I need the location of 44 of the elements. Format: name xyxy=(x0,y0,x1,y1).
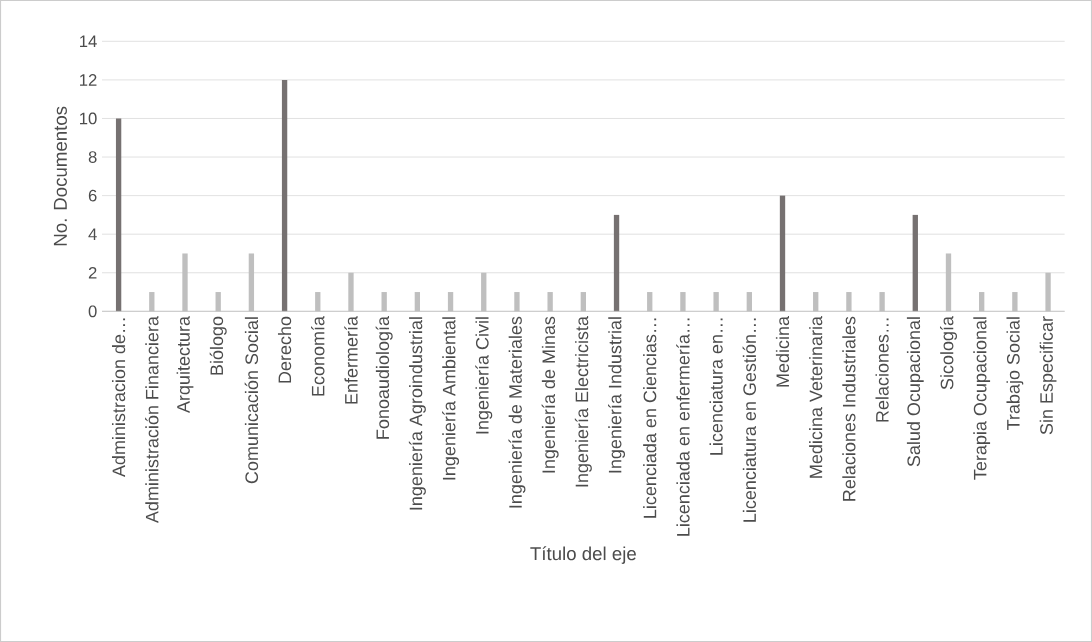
x-tick-label: Terapia Ocupacional xyxy=(973,317,991,480)
x-tick-label: Biólogo xyxy=(209,316,227,375)
x-tick-label: Medicina Veterinaria xyxy=(809,316,823,478)
y-tick-label: 10 xyxy=(80,112,97,125)
x-tick-label: Ingeniería Ambiental xyxy=(442,317,460,480)
y-tick-label: 2 xyxy=(88,266,97,279)
x-tick-label: Salud Ocupacional xyxy=(906,317,924,467)
x-tick-label: Ingeniería Agroindustrial xyxy=(408,317,426,510)
y-tick-label: 6 xyxy=(88,189,97,202)
x-tick-label: Ingeniería Civil xyxy=(475,317,493,434)
x-tick-label: Sicología xyxy=(939,316,957,390)
bar xyxy=(281,79,288,312)
y-tick-label: 14 xyxy=(80,35,97,48)
bar xyxy=(613,214,620,312)
x-tick-label: Licenciada en Ciencias… xyxy=(643,318,657,518)
x-tick-label: Economía xyxy=(311,316,325,396)
x-tick-label: Ingeniería Electricista xyxy=(574,316,592,487)
x-tick-label: Enfermería xyxy=(344,316,358,404)
x-tick-label: Ingeniería de Materiales xyxy=(508,316,526,508)
x-tick-label: Licenciada en enfermería… xyxy=(676,318,690,536)
x-tick-label: Licenciatura en Gestión… xyxy=(742,318,757,522)
bar xyxy=(779,195,786,312)
bar xyxy=(115,118,122,312)
x-tick-label: Relaciones… xyxy=(875,318,889,422)
x-tick-label: Ingeniería de Minas xyxy=(541,316,559,473)
x-tick-label: Medicina xyxy=(775,316,790,387)
x-axis-title: Título del eje xyxy=(530,546,636,564)
x-tick-label: Relaciones Industriales xyxy=(842,316,856,501)
y-axis-title: No. Documentos xyxy=(53,106,67,246)
x-tick-label: Arquitectura xyxy=(176,316,194,414)
x-tick-label: Fonoaudiología xyxy=(375,316,393,439)
y-tick-label: 12 xyxy=(80,74,97,86)
x-tick-label: Administracion de… xyxy=(111,318,126,478)
x-tick-label: Administración Financiera xyxy=(145,316,159,524)
x-tick-label: Licenciatura en… xyxy=(709,318,723,455)
y-tick-label: 4 xyxy=(88,228,97,240)
x-tick-label: Derecho xyxy=(277,316,292,383)
y-tick-label: 8 xyxy=(88,151,97,163)
x-tick-label: Trabajo Social xyxy=(1006,317,1024,431)
y-tick-label: 0 xyxy=(88,305,97,318)
x-tick-label: Comunicación Social xyxy=(244,317,259,484)
x-tick-label: Sin Especificar xyxy=(1039,316,1057,435)
x-tick-label: Ingeniería Industrial xyxy=(608,317,626,473)
bar xyxy=(912,214,918,312)
